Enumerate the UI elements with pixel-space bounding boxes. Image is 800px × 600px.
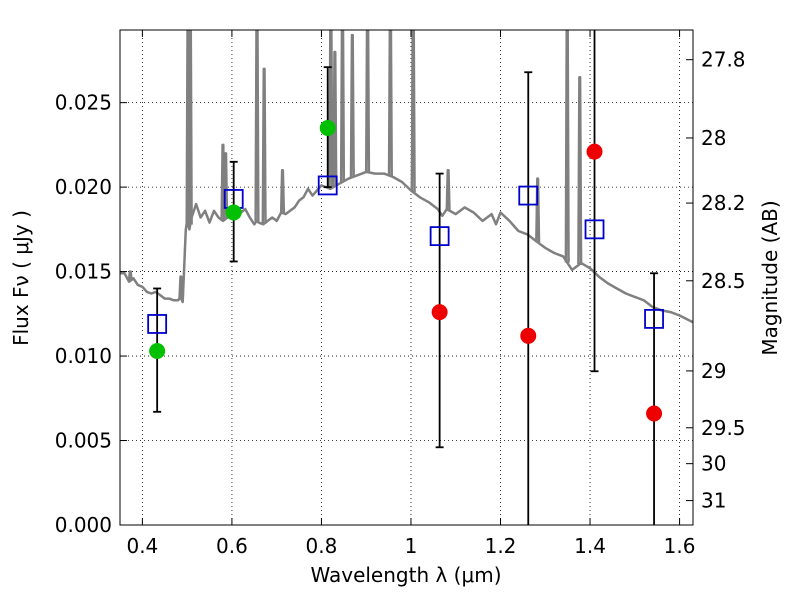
- emission-line: [339, 30, 346, 182]
- y-tick-label: 0.010: [55, 344, 112, 368]
- y2-tick-label: 29: [701, 359, 726, 383]
- emission-line: [564, 30, 570, 263]
- error-bars: [153, 30, 659, 525]
- y2-tick-label: 28.5: [701, 269, 746, 293]
- x-tick-label: 1.4: [574, 534, 606, 558]
- y2-tick-label: 27.8: [701, 48, 746, 72]
- emission-line: [178, 275, 184, 298]
- y-axis-ticks: 0.000 0.005 0.010 0.015 0.020 0.025: [55, 91, 127, 537]
- grid-lines: [120, 30, 693, 526]
- x-tick-label: 0.8: [306, 534, 338, 558]
- model-flux-square: [644, 308, 664, 329]
- emission-line: [187, 30, 193, 225]
- y2-axis-ticks: 27.8 28 28.2 28.5 29 29.5 30 31: [686, 48, 746, 513]
- model-flux-square: [518, 185, 539, 206]
- emission-line: [254, 30, 260, 222]
- y-tick-label: 0.025: [55, 91, 112, 115]
- detection-point: [149, 342, 166, 359]
- photometry-point: [520, 327, 537, 344]
- photometry-point: [646, 405, 663, 422]
- y2-tick-label: 29.5: [701, 416, 746, 440]
- y2-axis-label: Magnitude (AB): [758, 200, 782, 355]
- x-tick-label: 1.2: [485, 534, 517, 558]
- emission-line: [261, 67, 267, 224]
- detection-point: [225, 204, 242, 221]
- x-tick-label: 1: [405, 534, 418, 558]
- y2-tick-label: 28.2: [701, 191, 746, 215]
- model-spectrum-line: [120, 170, 693, 324]
- emission-lines: [127, 30, 583, 298]
- x-tick-label: 0.4: [126, 534, 158, 558]
- plot-frame: [119, 29, 694, 526]
- y2-tick-label: 31: [701, 489, 726, 513]
- emission-line: [410, 30, 416, 193]
- detection-point: [319, 119, 336, 136]
- emission-line: [535, 177, 541, 243]
- emission-line: [127, 270, 133, 281]
- model-flux-square: [317, 175, 338, 196]
- emission-line: [279, 168, 286, 213]
- emission-line: [328, 30, 334, 189]
- x-tick-label: 0.6: [216, 534, 248, 558]
- plot-area: [120, 30, 693, 525]
- x-tick-label: 1.6: [664, 534, 696, 558]
- y2-tick-label: 28: [701, 126, 726, 150]
- y-tick-label: 0.000: [55, 513, 112, 537]
- emission-line: [364, 30, 371, 173]
- emission-line: [577, 76, 583, 265]
- photometry-markers: [147, 119, 664, 422]
- y-axis-label: Flux Fν ( μJy ): [9, 210, 33, 346]
- photometry-point: [586, 143, 603, 160]
- x-axis-label: Wavelength λ (μm): [310, 563, 501, 587]
- y-tick-label: 0.005: [55, 429, 112, 453]
- y-tick-label: 0.015: [55, 260, 112, 284]
- y-tick-label: 0.020: [55, 175, 112, 199]
- model-flux-square: [147, 314, 168, 334]
- emission-line: [349, 33, 355, 178]
- photometry-point: [431, 304, 448, 321]
- emission-line: [223, 152, 229, 219]
- emission-line: [445, 168, 451, 210]
- x-axis-ticks: 0.4 0.6 0.8 1 1.2 1.4 1.6: [126, 30, 695, 558]
- y2-tick-label: 30: [701, 452, 726, 476]
- model-flux-square: [429, 226, 450, 247]
- model-flux-square: [584, 219, 605, 240]
- emission-line: [332, 50, 338, 187]
- emission-line: [387, 30, 393, 176]
